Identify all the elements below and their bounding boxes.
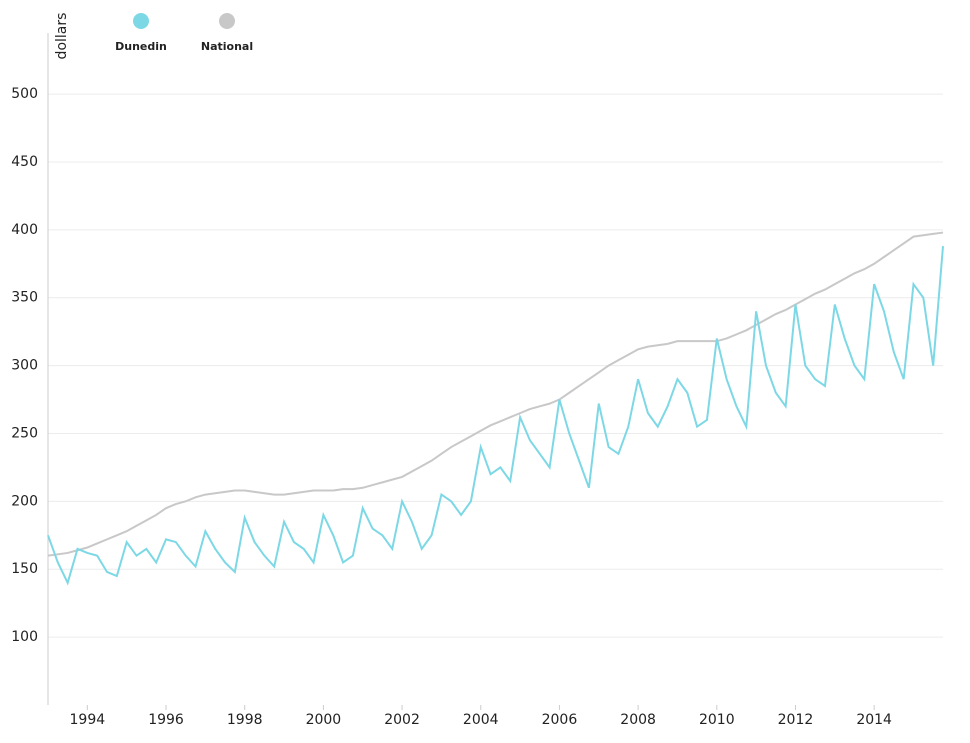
x-tick-label: 1998 bbox=[227, 712, 263, 728]
x-tick-label: 2006 bbox=[542, 712, 578, 728]
legend-label: Dunedin bbox=[115, 40, 167, 53]
x-tick-label: 1994 bbox=[70, 712, 106, 728]
y-tick-label: 200 bbox=[11, 493, 38, 509]
x-tick-label: 2012 bbox=[778, 712, 814, 728]
y-tick-label: 300 bbox=[11, 358, 38, 374]
legend-label: National bbox=[201, 40, 253, 53]
x-tick-label: 1996 bbox=[148, 712, 184, 728]
x-tick-label: 2004 bbox=[463, 712, 499, 728]
y-tick-label: 500 bbox=[11, 86, 38, 102]
y-tick-label: 400 bbox=[11, 222, 38, 238]
legend-swatch bbox=[219, 13, 235, 29]
legend-swatch bbox=[133, 13, 149, 29]
y-tick-label: 450 bbox=[11, 154, 38, 170]
x-tick-label: 2002 bbox=[384, 712, 420, 728]
x-tick-label: 2008 bbox=[620, 712, 656, 728]
y-tick-label: 100 bbox=[11, 629, 38, 645]
x-tick-label: 2000 bbox=[306, 712, 342, 728]
y-axis-label: dollars bbox=[54, 13, 70, 60]
series-line bbox=[47, 231, 944, 557]
y-tick-label: 350 bbox=[11, 290, 38, 306]
x-tick-label: 2010 bbox=[699, 712, 735, 728]
y-tick-label: 150 bbox=[11, 561, 38, 577]
series-line bbox=[47, 246, 944, 586]
x-tick-label: 2014 bbox=[856, 712, 892, 728]
y-tick-label: 250 bbox=[11, 425, 38, 441]
